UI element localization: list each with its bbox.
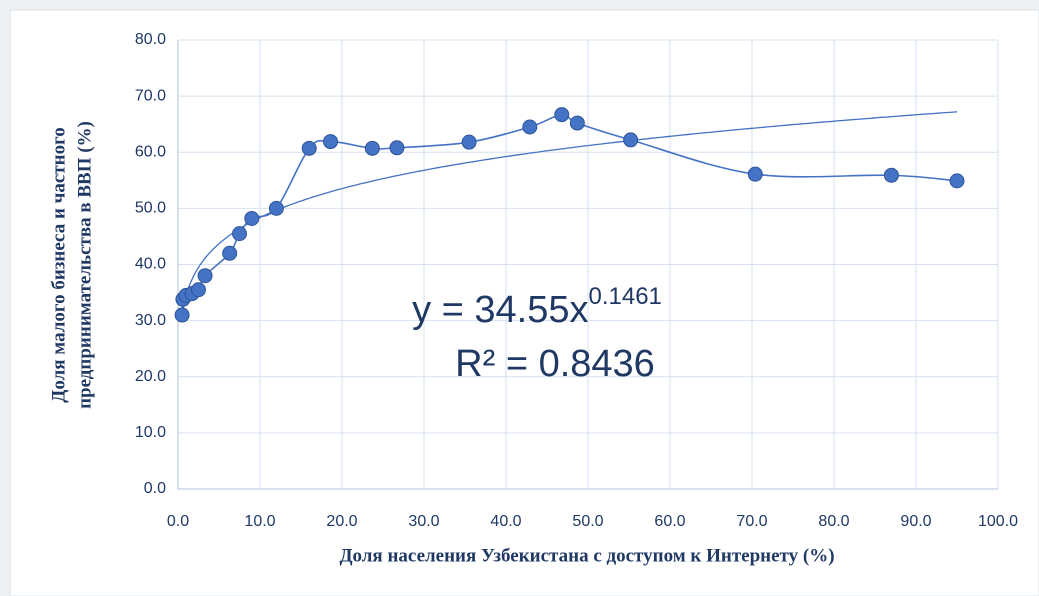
- y-axis-title: предпринимательства в ВВП (%): [74, 121, 95, 409]
- y-tick-label: 10.0: [135, 424, 166, 441]
- data-point: [747, 166, 763, 182]
- y-tick-label: 70.0: [135, 87, 166, 104]
- data-point: [554, 107, 570, 123]
- y-tick-label: 80.0: [135, 31, 166, 48]
- data-point: [389, 140, 405, 156]
- trend-equation: y = 34.55x0.1461: [412, 283, 662, 331]
- x-tick-label: 20.0: [326, 513, 357, 530]
- data-point: [569, 115, 585, 131]
- data-point: [883, 167, 899, 183]
- x-tick-label: 80.0: [818, 513, 849, 530]
- x-tick-label: 0.0: [167, 513, 189, 530]
- data-point: [174, 307, 190, 323]
- y-axis-title: Доля малого бизнеса и частного: [48, 127, 69, 402]
- data-point: [232, 226, 247, 242]
- x-tick-label: 90.0: [900, 513, 931, 530]
- x-tick-label: 70.0: [736, 513, 767, 530]
- data-point: [191, 282, 206, 298]
- data-point: [301, 140, 317, 156]
- data-point: [244, 210, 260, 226]
- x-tick-label: 30.0: [408, 513, 439, 530]
- y-tick-label: 0.0: [144, 480, 166, 497]
- data-point: [522, 119, 538, 135]
- r-squared: R² = 0.8436: [455, 343, 655, 385]
- x-axis-title: Доля населения Узбекистана с доступом к …: [339, 545, 834, 566]
- x-tick-label: 50.0: [572, 513, 603, 530]
- data-point: [323, 134, 339, 150]
- data-point: [949, 173, 965, 189]
- y-tick-label: 50.0: [135, 200, 166, 217]
- y-tick-label: 60.0: [135, 143, 166, 160]
- y-tick-label: 40.0: [135, 256, 166, 273]
- y-tick-label: 30.0: [135, 312, 166, 329]
- data-point: [268, 200, 284, 216]
- equation-exponent: 0.1461: [589, 283, 662, 310]
- data-point: [364, 140, 380, 156]
- data-point: [197, 268, 213, 284]
- equation-base: y = 34.55x: [412, 289, 588, 331]
- data-point: [222, 245, 238, 261]
- x-tick-label: 100.0: [978, 513, 1018, 530]
- trendline: [181, 111, 958, 314]
- x-tick-label: 10.0: [244, 513, 275, 530]
- data-point: [623, 132, 639, 148]
- x-tick-label: 40.0: [490, 513, 521, 530]
- data-point: [461, 134, 477, 150]
- x-tick-label: 60.0: [654, 513, 685, 530]
- y-tick-label: 20.0: [135, 368, 166, 385]
